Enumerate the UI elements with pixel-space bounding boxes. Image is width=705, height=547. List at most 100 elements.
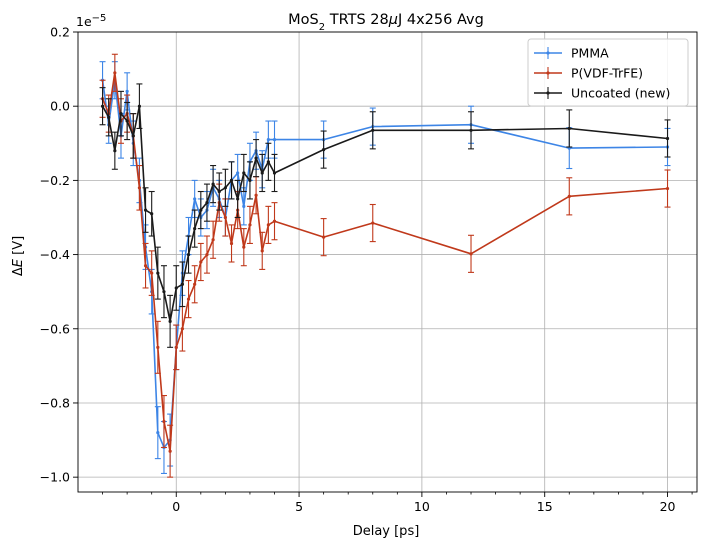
series-line xyxy=(101,72,668,453)
data-point xyxy=(193,227,197,231)
data-point xyxy=(137,186,142,190)
data-point xyxy=(193,282,197,286)
data-point xyxy=(211,182,215,186)
data-point xyxy=(205,252,209,257)
data-point xyxy=(665,136,670,141)
y-tick-label: 0.0 xyxy=(50,99,70,114)
y-tick-label: −0.6 xyxy=(40,321,70,336)
legend-marker xyxy=(546,51,550,55)
series-line xyxy=(101,105,668,323)
x-tick-label: 5 xyxy=(295,499,303,514)
data-point xyxy=(174,345,178,349)
data-point xyxy=(180,282,184,286)
data-point xyxy=(180,327,184,331)
y-axis-label: ΔE [V] xyxy=(11,236,26,276)
data-point xyxy=(266,223,270,227)
data-point xyxy=(371,128,375,132)
series-uncoated-new xyxy=(99,83,671,348)
data-point xyxy=(174,286,178,290)
data-point xyxy=(665,186,670,191)
data-point xyxy=(260,249,264,253)
data-point xyxy=(469,128,473,132)
data-point xyxy=(266,160,270,164)
legend-item: Uncoated (new) xyxy=(534,86,670,101)
data-point xyxy=(272,219,277,223)
data-point xyxy=(266,137,270,142)
legend: PMMA P(VDF-TrFE) Uncoated (new) xyxy=(527,38,689,107)
data-point xyxy=(236,197,240,201)
data-point xyxy=(199,208,203,212)
y-tick-label: −1.0 xyxy=(40,470,70,485)
y-tick-label: −0.2 xyxy=(40,173,70,188)
data-point xyxy=(143,264,148,268)
data-point xyxy=(236,171,240,175)
data-point xyxy=(131,134,135,138)
data-point xyxy=(156,271,160,275)
data-point xyxy=(205,201,209,205)
data-point xyxy=(371,221,375,225)
data-point xyxy=(272,171,277,175)
data-point xyxy=(223,215,227,220)
ticks: 0 5 10 15 20 −1.0 −0.8 −0.6 −0.4 −0.2 0.0 0.2 xyxy=(40,25,693,514)
x-tick-label: 20 xyxy=(660,499,676,514)
data-point xyxy=(322,147,326,152)
data-point xyxy=(125,119,129,123)
data-point xyxy=(242,245,246,249)
x-tick-label: 0 xyxy=(172,499,180,514)
data-point xyxy=(107,115,111,119)
data-point xyxy=(113,149,117,153)
data-point xyxy=(162,290,166,294)
data-point xyxy=(260,171,264,175)
y-axis-offset-label: 1e−5 xyxy=(76,13,106,30)
data-point xyxy=(567,126,571,131)
legend-marker xyxy=(546,71,550,75)
data-point xyxy=(229,178,234,182)
legend-label: P(VDF-TrFE) xyxy=(571,66,643,81)
data-point xyxy=(217,189,221,194)
legend-label: Uncoated (new) xyxy=(571,86,670,101)
data-point xyxy=(211,238,215,242)
y-tick-label: −0.8 xyxy=(40,395,70,410)
x-tick-label: 15 xyxy=(537,499,553,514)
chart-title: MoS2 TRTS 28μJ 4x256 Avg xyxy=(288,12,484,33)
data-point xyxy=(193,197,197,201)
series-p-vdf-trfe xyxy=(99,53,671,478)
series-layer xyxy=(99,53,671,478)
data-point xyxy=(150,271,154,275)
data-point xyxy=(137,104,142,108)
data-point xyxy=(322,235,326,239)
data-point xyxy=(100,104,105,108)
x-tick-label: 10 xyxy=(414,499,430,514)
data-point xyxy=(156,345,160,349)
data-point xyxy=(248,223,252,227)
y-tick-label: −0.4 xyxy=(40,247,70,262)
legend-box xyxy=(527,38,689,107)
data-point xyxy=(186,297,191,301)
data-point xyxy=(469,252,473,256)
data-point xyxy=(156,431,160,435)
data-point xyxy=(150,212,154,216)
data-point xyxy=(223,186,227,190)
data-point xyxy=(567,194,571,198)
data-point xyxy=(125,89,129,93)
data-point xyxy=(229,241,234,246)
data-point xyxy=(113,71,117,75)
data-point xyxy=(119,112,123,116)
legend-marker xyxy=(546,91,550,95)
plot-frame xyxy=(77,31,698,493)
data-point xyxy=(242,171,246,175)
legend-item: P(VDF-TrFE) xyxy=(534,66,643,81)
data-point xyxy=(254,156,258,160)
x-axis-label: Delay [ps] xyxy=(353,524,420,539)
data-point xyxy=(199,260,203,264)
data-point xyxy=(248,178,252,182)
y-tick-label: 0.2 xyxy=(50,25,70,40)
data-point xyxy=(272,137,277,142)
data-point xyxy=(168,449,172,453)
data-point xyxy=(242,204,246,208)
data-point xyxy=(254,193,258,197)
data-point xyxy=(186,252,191,257)
data-point xyxy=(162,419,166,424)
data-point xyxy=(168,319,172,323)
